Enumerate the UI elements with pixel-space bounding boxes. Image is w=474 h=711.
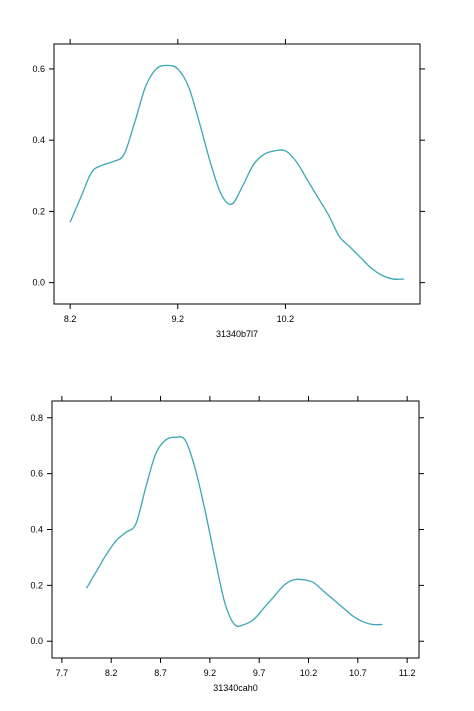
x-axis-label: 31340b7l7 — [216, 329, 258, 339]
x-tick-label: 10.7 — [349, 668, 367, 678]
x-tick-label: 7.7 — [56, 668, 69, 678]
density-curve — [69, 64, 404, 280]
x-tick-label: 10.2 — [300, 668, 318, 678]
y-tick-label: 0.2 — [30, 580, 43, 590]
x-tick-label: 8.2 — [105, 668, 118, 678]
y-tick-label: 0.0 — [32, 278, 45, 288]
x-tick-label: 8.7 — [154, 668, 167, 678]
x-tick-label: 8.2 — [64, 314, 77, 324]
density-chart-2: 7.7 8.2 8.7 9.2 9.7 10.2 10.7 11.2 0.0 0.2 0.4 0.6 0… — [30, 396, 424, 693]
y-tick-label: 0.8 — [30, 413, 43, 423]
x-tick-label: 11.2 — [399, 668, 416, 678]
y-tick-label: 0.0 — [30, 636, 43, 646]
y-tick-label: 0.4 — [30, 525, 43, 535]
x-axis-label: 31340cah0 — [213, 683, 258, 693]
y-tick-label: 0.2 — [32, 206, 45, 216]
x-tick-label: 9.2 — [172, 314, 185, 324]
x-tick-label: 9.7 — [253, 668, 266, 678]
x-tick-label: 9.2 — [204, 668, 217, 678]
plot-frame — [51, 400, 420, 659]
density-chart-1: 8.2 9.2 10.2 0.0 0.2 0.4 0.6 31340b7l7 — [32, 39, 425, 339]
plot-frame — [53, 43, 421, 305]
y-tick-label: 0.6 — [30, 469, 43, 479]
x-tick-label: 10.2 — [277, 314, 295, 324]
density-curve — [85, 436, 383, 628]
y-tick-label: 0.6 — [32, 64, 45, 74]
y-tick-label: 0.4 — [32, 135, 45, 145]
